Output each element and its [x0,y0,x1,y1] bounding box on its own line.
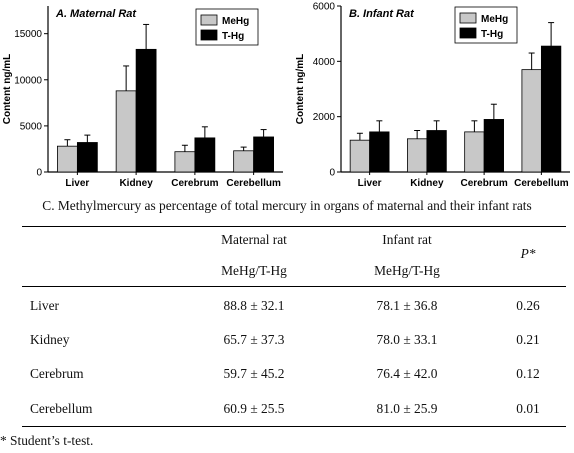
maternal-bar-mehg-kidney [115,90,137,173]
table-top-rule [22,226,566,227]
row-maternal-value: 65.7 ± 37.3 [223,332,285,347]
infant-y-tick-label: 6000 [313,2,336,13]
row-p-value: 0.26 [516,298,540,313]
table-caption: C. Methylmercury as percentage of total … [42,198,532,213]
maternal-legend: MeHg T-Hg [195,8,259,46]
maternal-bar-mehg-liver [57,145,78,173]
infant-bar-mehg-kidney [407,138,428,173]
infant-y-tick-label: 2000 [313,112,336,123]
row-organ: Cerebellum [30,401,93,416]
infant-y-tick-label: 4000 [313,57,336,68]
infant-rat-chart: 0 2000 4000 6000 Content ng/mL B. Infant Rat L… [295,2,570,189]
maternal-rat-chart: 0 5000 10000 15000 Content ng/mL A. Maternal … [2,6,283,189]
maternal-bar-thg-cerebellum [253,136,275,173]
infant-bar-thg-liver [369,131,390,173]
row-organ: Cerebrum [30,366,84,381]
header-infant-ratio: MeHg/T-Hg [374,263,440,278]
infant-legend: MeHg T-Hg [454,6,518,44]
infant-legend-label: T-Hg [481,29,503,40]
row-infant-value: 81.0 ± 25.9 [376,401,438,416]
infant-bar-thg-kidney [426,130,447,173]
infant-bar-mehg-liver [349,139,371,173]
table-bottom-rule [22,426,566,427]
row-maternal-value: 59.7 ± 45.2 [223,366,285,381]
table-footnote: * Student’s t-test. [0,433,94,448]
row-organ: Liver [30,298,59,313]
header-maternal-ratio: MeHg/T-Hg [221,263,287,278]
row-maternal-value: 60.9 ± 25.5 [223,401,285,416]
infant-bar-thg-cerebellum [540,45,562,173]
row-maternal-value: 88.8 ± 32.1 [223,298,285,313]
row-infant-value: 76.4 ± 42.0 [376,366,438,381]
maternal-y-tick-label: 0 [36,168,42,179]
infant-bar-mehg-cerebrum [464,131,485,173]
infant-legend-swatch [459,27,477,39]
row-infant-value: 78.0 ± 33.1 [376,332,438,347]
infant-legend-label: MeHg [481,14,508,25]
maternal-bar-thg-kidney [135,48,157,173]
row-organ: Kidney [30,332,70,347]
maternal-legend-swatch [200,14,218,26]
infant-bar-mehg-cerebellum [521,69,542,173]
row-p-value: 0.01 [516,401,540,416]
maternal-bar-mehg-cerebellum [233,150,255,173]
maternal-x-tick-label: Cerebrum [171,178,218,189]
maternal-y-axis-label: Content ng/mL [2,54,13,125]
infant-x-tick-label: Cerebellum [514,178,569,189]
infant-x-tick-label: Kidney [410,178,444,189]
table-header-rule [22,286,566,287]
maternal-legend-label: MeHg [222,16,249,27]
maternal-y-tick-label: 5000 [20,121,43,132]
maternal-y-tick-label: 15000 [14,29,42,40]
infant-y-axis-label: Content ng/mL [295,54,306,125]
row-p-value: 0.12 [516,366,540,381]
maternal-y-tick-label: 10000 [14,75,42,86]
infant-title: B. Infant Rat [349,8,415,20]
row-p-value: 0.21 [516,332,540,347]
infant-x-tick-label: Cerebrum [461,178,508,189]
infant-bar-thg-cerebrum [483,119,504,173]
infant-x-tick-label: Liver [358,178,382,189]
maternal-x-tick-label: Cerebellum [226,178,281,189]
header-infant-rat: Infant rat [382,232,432,247]
maternal-bar-thg-liver [76,142,98,173]
maternal-title: A. Maternal Rat [55,8,137,20]
header-maternal-rat: Maternal rat [221,232,287,247]
header-p-value: P* [520,246,536,261]
maternal-bar-thg-cerebrum [194,137,216,173]
infant-y-tick-label: 0 [329,168,335,179]
maternal-x-tick-label: Liver [65,178,89,189]
maternal-x-tick-label: Kidney [119,178,153,189]
maternal-legend-label: T-Hg [222,31,244,42]
maternal-legend-swatch [200,29,218,41]
infant-legend-swatch [459,12,477,24]
methylmercury-table: Maternal rat MeHg/T-Hg Infant rat MeHg/T… [22,222,574,427]
row-infant-value: 78.1 ± 36.8 [376,298,438,313]
maternal-bar-mehg-cerebrum [174,151,196,173]
